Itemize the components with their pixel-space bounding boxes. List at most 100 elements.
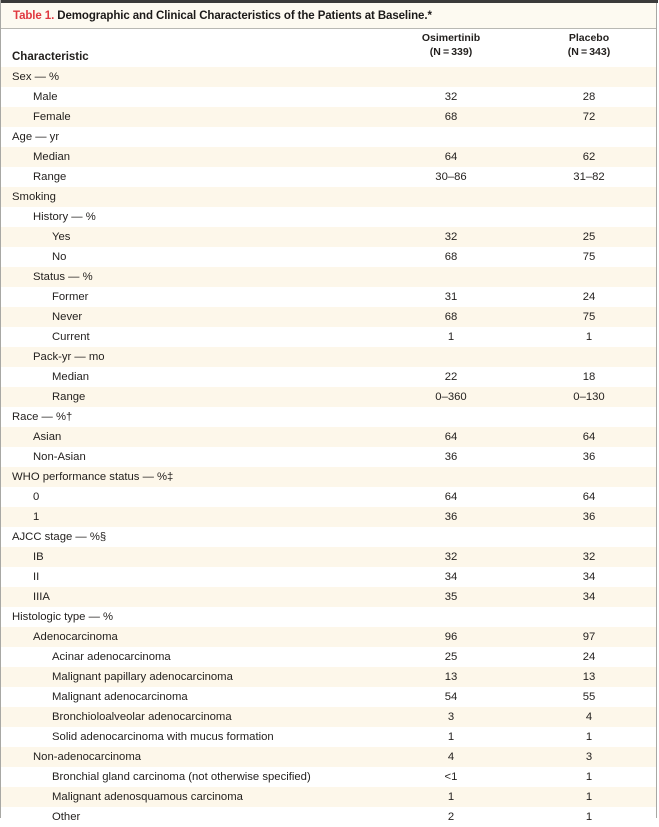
row-value-osimertinib: 54 xyxy=(444,691,458,703)
row-value-placebo: 13 xyxy=(582,671,596,683)
table-row: Pack-yr — mo xyxy=(1,347,656,367)
table-row: AJCC stage — %§ xyxy=(1,527,656,547)
table-row: Adenocarcinoma 96 97 xyxy=(1,627,656,647)
row-value-placebo xyxy=(529,467,649,487)
row-label: Pack-yr — mo xyxy=(33,351,105,363)
row-value-osimertinib: 32 xyxy=(444,91,458,103)
row-value-osimertinib: 13 xyxy=(444,671,458,683)
row-value-osimertinib: 1 xyxy=(447,731,455,743)
row-label: History — % xyxy=(33,211,96,223)
row-label: Malignant adenocarcinoma xyxy=(52,691,188,703)
row-value-placebo: 97 xyxy=(582,631,596,643)
row-label: AJCC stage — %§ xyxy=(12,531,107,543)
table-row: WHO performance status — %‡ xyxy=(1,467,656,487)
row-value-placebo: 28 xyxy=(582,91,596,103)
table-row: Yes 32 25 xyxy=(1,227,656,247)
column-header-osimertinib-name: Osimertinib xyxy=(421,32,481,44)
row-value-osimertinib: 68 xyxy=(444,251,458,263)
row-label: Status — % xyxy=(33,271,93,283)
row-value-placebo: 1 xyxy=(585,771,593,783)
row-label: Range xyxy=(52,391,86,403)
row-value-osimertinib xyxy=(391,347,511,367)
row-label: Malignant adenosquamous carcinoma xyxy=(52,791,243,803)
row-value-placebo xyxy=(529,127,649,147)
row-value-osimertinib: 30–86 xyxy=(435,171,467,183)
table-title-bar: Table 1. Demographic and Clinical Charac… xyxy=(1,3,656,29)
row-value-placebo xyxy=(529,187,649,207)
row-value-osimertinib xyxy=(391,67,511,87)
table-title-text: Demographic and Clinical Characteristics… xyxy=(57,10,432,22)
row-value-placebo: 18 xyxy=(582,371,596,383)
row-label: Current xyxy=(52,331,90,343)
row-value-placebo: 1 xyxy=(585,791,593,803)
row-value-placebo: 36 xyxy=(582,511,596,523)
row-value-placebo xyxy=(529,67,649,87)
table-row: History — % xyxy=(1,207,656,227)
row-label: Asian xyxy=(33,431,62,443)
table-row: IIIA 35 34 xyxy=(1,587,656,607)
row-value-placebo: 31–82 xyxy=(573,171,605,183)
row-label: II xyxy=(33,571,40,583)
table-row: 0 64 64 xyxy=(1,487,656,507)
row-label: IB xyxy=(33,551,44,563)
column-header-placebo-n: (N = 343) xyxy=(567,45,611,58)
table-row: Median 64 62 xyxy=(1,147,656,167)
table-row: Male 32 28 xyxy=(1,87,656,107)
row-label: WHO performance status — %‡ xyxy=(12,471,174,483)
row-label: Malignant papillary adenocarcinoma xyxy=(52,671,233,683)
row-label: Solid adenocarcinoma with mucus formatio… xyxy=(52,731,274,743)
table-row: Other 2 1 xyxy=(1,807,656,827)
row-label: 0 xyxy=(33,491,40,503)
row-value-placebo: 0–130 xyxy=(573,391,605,403)
row-value-osimertinib: 1 xyxy=(447,791,455,803)
row-label: Non-adenocarcinoma xyxy=(33,751,142,763)
row-value-osimertinib xyxy=(391,267,511,287)
row-label: Former xyxy=(52,291,89,303)
table-row: Range 30–86 31–82 xyxy=(1,167,656,187)
row-label: Male xyxy=(33,91,58,103)
row-value-osimertinib: 64 xyxy=(444,151,458,163)
row-value-osimertinib xyxy=(391,207,511,227)
row-label: Range xyxy=(33,171,67,183)
row-value-osimertinib xyxy=(391,127,511,147)
table-row: 1 36 36 xyxy=(1,507,656,527)
row-value-osimertinib: 22 xyxy=(444,371,458,383)
row-value-osimertinib xyxy=(391,527,511,547)
table-row: Range 0–360 0–130 xyxy=(1,387,656,407)
row-value-osimertinib: 31 xyxy=(444,291,458,303)
table-top-rule xyxy=(1,0,658,3)
row-label: Female xyxy=(33,111,71,123)
column-header-osimertinib: Osimertinib (N = 339) xyxy=(391,32,511,59)
table-row: Malignant adenosquamous carcinoma 1 1 xyxy=(1,787,656,807)
row-value-placebo: 55 xyxy=(582,691,596,703)
table-row: No 68 75 xyxy=(1,247,656,267)
table-row: Non-adenocarcinoma 4 3 xyxy=(1,747,656,767)
row-value-osimertinib: 3 xyxy=(447,711,455,723)
table-row: Current 1 1 xyxy=(1,327,656,347)
row-value-placebo: 1 xyxy=(585,811,593,823)
table-row: Asian 64 64 xyxy=(1,427,656,447)
row-value-placebo xyxy=(529,207,649,227)
row-label: Median xyxy=(33,151,71,163)
row-value-placebo: 75 xyxy=(582,251,596,263)
table-row: Race — %† xyxy=(1,407,656,427)
row-value-osimertinib xyxy=(391,607,511,627)
row-value-osimertinib: 64 xyxy=(444,491,458,503)
table-title: Table 1. Demographic and Clinical Charac… xyxy=(13,9,644,23)
row-value-osimertinib: 36 xyxy=(444,511,458,523)
row-label: Bronchial gland carcinoma (not otherwise… xyxy=(52,771,311,783)
row-value-placebo: 4 xyxy=(585,711,593,723)
row-value-osimertinib: 32 xyxy=(444,231,458,243)
table-row: Age — yr xyxy=(1,127,656,147)
row-value-placebo: 1 xyxy=(585,731,593,743)
table-row: Histologic type — % xyxy=(1,607,656,627)
table-row: Non-Asian 36 36 xyxy=(1,447,656,467)
row-value-placebo: 32 xyxy=(582,551,596,563)
row-value-placebo: 3 xyxy=(585,751,593,763)
row-label: Race — %† xyxy=(12,411,73,423)
column-header-characteristic: Characteristic xyxy=(12,51,89,63)
row-value-osimertinib: 68 xyxy=(444,311,458,323)
row-label: Never xyxy=(52,311,83,323)
row-label: Acinar adenocarcinoma xyxy=(52,651,171,663)
row-value-osimertinib: 68 xyxy=(444,111,458,123)
